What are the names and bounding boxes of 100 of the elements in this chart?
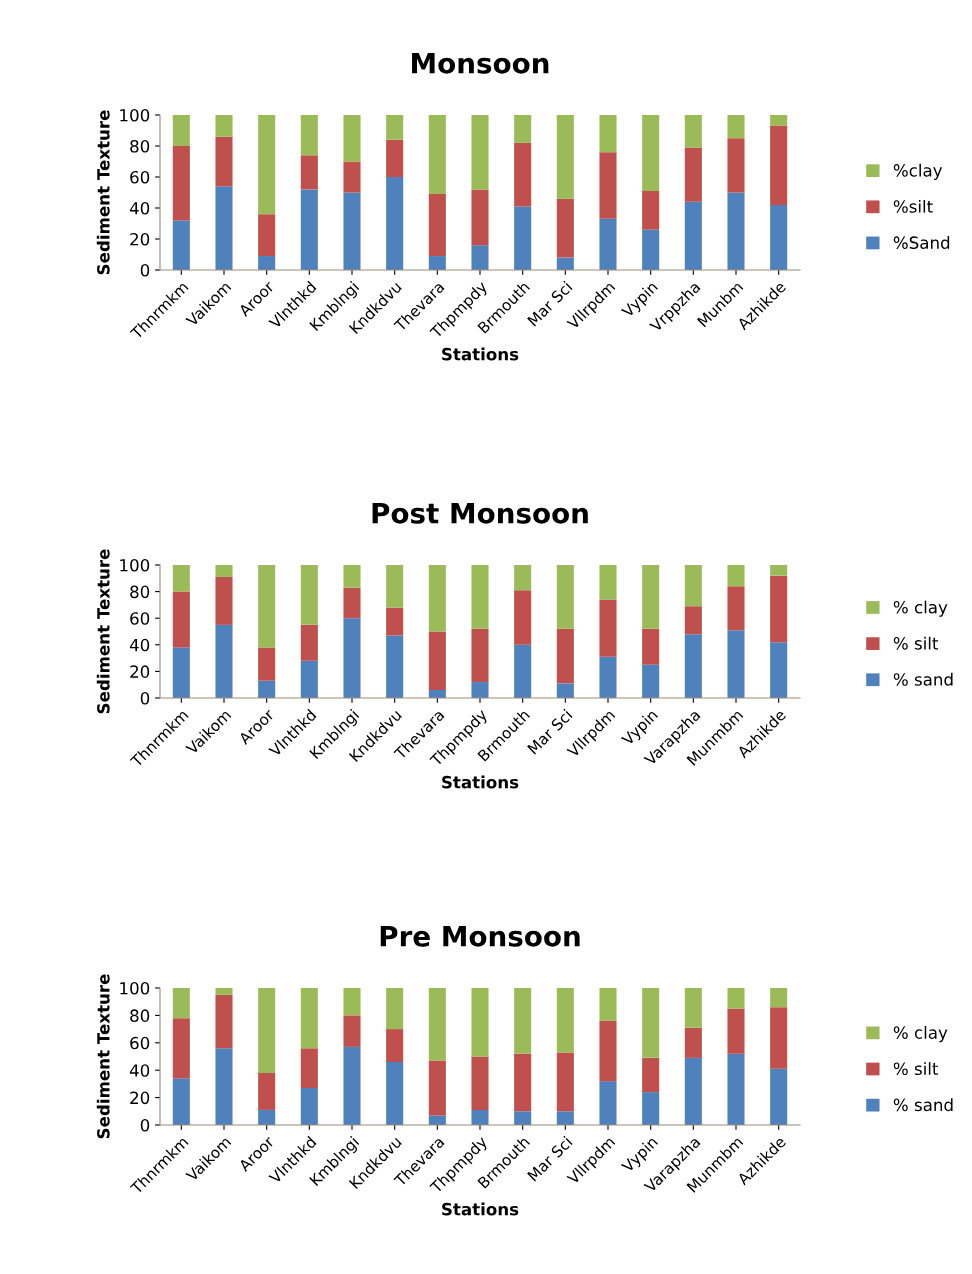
x-axis-title: Stations [442, 347, 519, 361]
bar [684, 988, 702, 1028]
bar [514, 206, 532, 270]
bar [514, 590, 532, 645]
bar [471, 628, 489, 683]
bar [428, 988, 446, 1061]
bar [471, 1109, 489, 1125]
bar [770, 988, 788, 1008]
legend-label: % clay [893, 600, 948, 617]
bar [258, 647, 276, 681]
y-axis-title: Sediment Texture [96, 974, 110, 1139]
y-tick-label: 80 [130, 139, 150, 153]
bar [343, 1046, 361, 1125]
bar [386, 565, 404, 608]
bar [258, 565, 276, 648]
y-tick-label: 60 [130, 612, 150, 625]
bar [300, 1088, 318, 1125]
bar [343, 115, 361, 162]
bar [172, 1078, 190, 1125]
bar [514, 1111, 532, 1125]
y-tick-label: 40 [129, 201, 150, 215]
bar [599, 599, 617, 657]
bar [642, 1057, 660, 1093]
chart-title: Monsoon [412, 53, 549, 74]
bar [471, 565, 489, 629]
legend-label: % sand [893, 672, 953, 686]
bar [300, 988, 318, 1049]
bar [770, 1007, 788, 1069]
y-axis-title: Sediment Texture [96, 110, 110, 275]
y-tick-label: 100 [120, 981, 150, 995]
x-axis-title: Stations [442, 1202, 519, 1216]
bar [727, 565, 745, 587]
bar [215, 1048, 233, 1125]
bar [471, 189, 489, 246]
legend-label: % silt [893, 636, 939, 650]
bar [642, 229, 660, 270]
bar [599, 218, 617, 270]
legend-label: %silt [893, 199, 933, 213]
bar [343, 1015, 361, 1047]
bar [770, 115, 788, 126]
bar [343, 565, 361, 588]
bar [684, 606, 702, 635]
bar [215, 988, 233, 995]
y-tick-label: 20 [130, 665, 150, 678]
legend-label: %Sand [893, 236, 950, 249]
bar [599, 1081, 617, 1125]
bar [770, 204, 788, 270]
bar [727, 1053, 745, 1125]
bar [386, 1061, 404, 1125]
bar [556, 683, 574, 698]
bar [642, 664, 660, 698]
bar [343, 988, 361, 1016]
bar [258, 1072, 276, 1110]
bar [215, 115, 233, 137]
bar [258, 214, 276, 257]
bar [386, 1029, 404, 1062]
bar [300, 155, 318, 190]
bar [770, 125, 788, 205]
bar [215, 565, 233, 577]
y-tick-label: 80 [130, 1009, 150, 1022]
bar [428, 565, 446, 632]
legend-label: % clay [893, 1026, 948, 1043]
bar [215, 994, 233, 1049]
bar [556, 565, 574, 629]
bar [386, 177, 404, 270]
bar [343, 618, 361, 698]
bar [684, 1027, 702, 1058]
y-tick-label: 20 [130, 232, 150, 246]
y-tick-label: 40 [129, 638, 150, 652]
bar [642, 565, 660, 629]
y-tick-label: 80 [130, 585, 150, 599]
bar [300, 1048, 318, 1089]
bar [471, 682, 489, 698]
bar [642, 628, 660, 665]
bar [428, 256, 446, 270]
chart-title: Post Monsoon [372, 503, 588, 524]
bar [727, 192, 745, 270]
x-axis-title: Stations [442, 775, 519, 789]
bar [514, 115, 532, 143]
bar [172, 146, 190, 221]
y-tick-label: 60 [130, 170, 150, 184]
legend-label: % silt [893, 1062, 939, 1076]
bar [172, 591, 190, 648]
bar [770, 565, 788, 576]
bar [386, 988, 404, 1030]
bar [428, 115, 446, 195]
bar [556, 115, 574, 199]
bar [514, 644, 532, 698]
bar [172, 220, 190, 270]
bar [514, 1053, 532, 1112]
chart-title: Pre Monsoon [380, 926, 580, 947]
bar [258, 256, 276, 270]
bar [642, 988, 660, 1058]
y-tick-label: 60 [130, 1036, 150, 1050]
bar [642, 190, 660, 230]
bar [556, 1052, 574, 1112]
y-tick-label: 0 [140, 691, 150, 705]
bar [770, 1068, 788, 1125]
bar [300, 565, 318, 625]
bar [770, 642, 788, 698]
